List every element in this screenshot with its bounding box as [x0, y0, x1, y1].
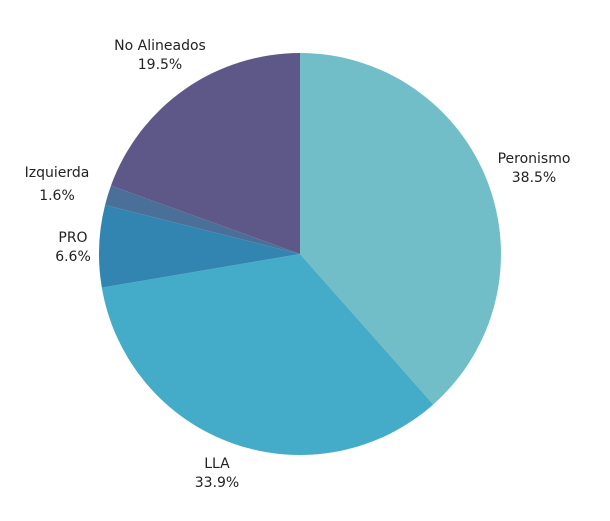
- slice-label: Peronismo: [498, 151, 571, 167]
- pie-slice-izquierda: [105, 185, 300, 254]
- slice-label: PRO: [58, 230, 87, 246]
- slice-label: LLA: [204, 456, 230, 472]
- pie-slice-no-alineados: [110, 53, 300, 254]
- slice-value-label: 33.9%: [195, 475, 239, 491]
- slice-value-label: 6.6%: [55, 249, 91, 265]
- slice-label: Izquierda: [25, 165, 90, 181]
- slice-value-label: 38.5%: [512, 170, 556, 186]
- slice-value-label: 19.5%: [138, 57, 182, 73]
- pie-slice-peronismo: [300, 53, 501, 405]
- slice-value-label: 1.6%: [39, 188, 75, 204]
- pie-slice-pro: [98, 204, 300, 288]
- slice-label: No Alineados: [114, 38, 206, 54]
- pie-slice-lla: [101, 254, 434, 455]
